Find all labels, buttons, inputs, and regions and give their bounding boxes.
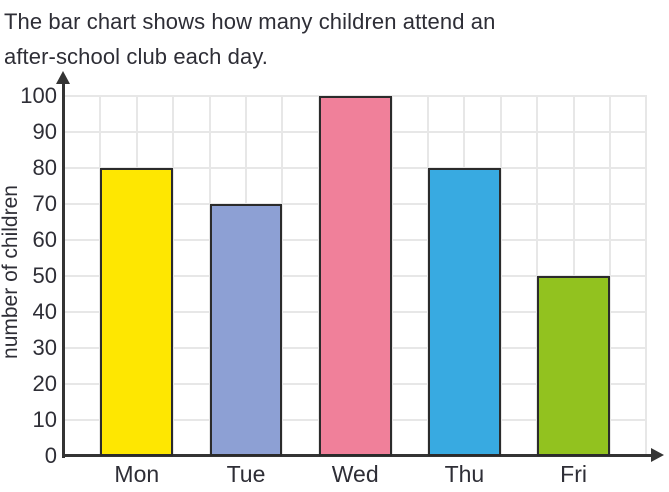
x-tick-label-mon: Mon [114, 461, 160, 487]
chart-description-line-2: after-school club each day. [4, 44, 268, 69]
x-tick-label-tue: Tue [226, 461, 266, 487]
x-tick-label-thu: Thu [444, 461, 485, 487]
y-tick-label-30: 30 [32, 335, 57, 360]
y-axis-arrow-icon [56, 71, 70, 84]
y-axis-line [62, 80, 65, 458]
y-tick-label-90: 90 [32, 119, 57, 144]
y-tick-label-60: 60 [32, 227, 57, 252]
y-tick-label-80: 80 [32, 155, 57, 180]
bar-wed [318, 96, 392, 456]
chart-description: The bar chart shows how many children at… [4, 4, 495, 74]
chart-description-line-1: The bar chart shows how many children at… [4, 9, 496, 34]
y-tick-label-0: 0 [44, 443, 57, 468]
v-grid-line [281, 96, 284, 457]
v-grid-line [499, 96, 502, 457]
v-grid-line [172, 96, 175, 457]
y-tick-label-10: 10 [32, 407, 57, 432]
bar-fri [537, 276, 610, 456]
v-grid-line [645, 96, 648, 457]
x-axis-arrow-icon [651, 448, 664, 462]
v-grid-line [609, 96, 611, 457]
y-axis-title: number of children [0, 185, 22, 359]
y-tick-label-70: 70 [32, 191, 57, 216]
bar-tue [209, 204, 283, 456]
y-tick-label-40: 40 [32, 299, 57, 324]
bar-thu [428, 168, 501, 456]
v-grid-line [390, 96, 393, 457]
y-tick-label-50: 50 [32, 263, 57, 288]
y-tick-label-20: 20 [32, 371, 57, 396]
y-tick-label-100: 100 [20, 83, 57, 108]
x-tick-label-fri: Fri [560, 461, 588, 487]
x-tick-label-wed: Wed [331, 461, 379, 487]
bar-mon [100, 168, 174, 456]
